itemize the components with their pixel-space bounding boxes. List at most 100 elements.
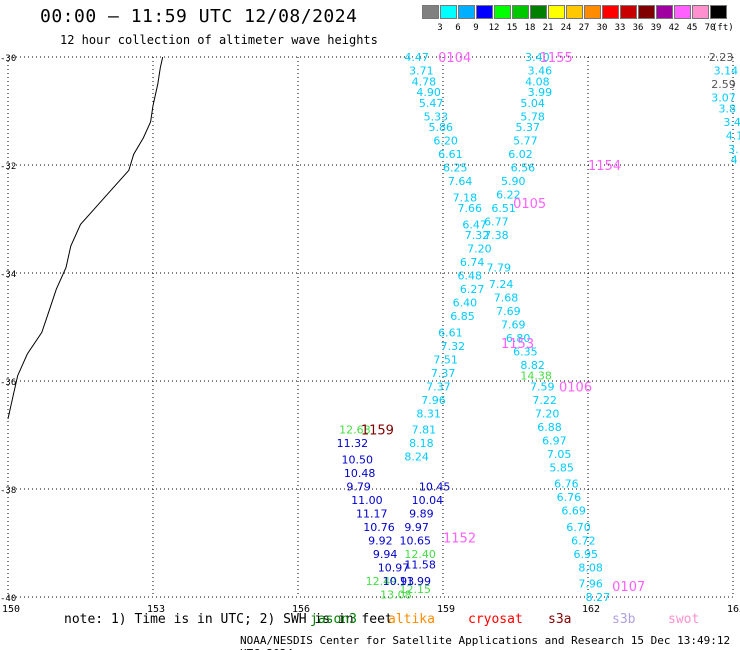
legend-s3a: s3a (548, 612, 572, 627)
legend-label: 3 (437, 23, 443, 33)
legend-swatch (656, 5, 673, 19)
footer-note: note: 1) Time is in UTC; 2) SWH is in fe… (64, 612, 393, 627)
wave-height-value: 12.40 (404, 548, 436, 561)
legend-label: 24 (560, 23, 572, 33)
wave-height-value: 8.27 (586, 591, 611, 604)
legend-label: 18 (524, 23, 536, 33)
wave-height-value: 6.88 (537, 421, 562, 434)
wave-height-value: 11.00 (351, 494, 383, 507)
legend-unit: (ft) (712, 23, 734, 33)
legend-swatch (548, 5, 565, 19)
wave-height-value: 6.70 (566, 521, 591, 534)
wave-height-value: 11.17 (356, 507, 388, 520)
wave-height-value: 9.97 (404, 521, 429, 534)
wave-height-value: 10.48 (344, 467, 376, 480)
wave-height-value: 7.20 (535, 407, 560, 420)
wave-height-value: 5.85 (549, 461, 574, 474)
lon-label: 150 (2, 604, 20, 615)
legend-label: 36 (632, 23, 644, 33)
legend-label: 21 (542, 23, 554, 33)
wave-height-value: 3.07 (711, 92, 736, 105)
wave-height-value: 6.56 (511, 162, 535, 175)
lon-label: 156 (292, 604, 310, 615)
legend-swatch (530, 5, 547, 19)
wave-height-value: 5.90 (501, 175, 526, 188)
legend-swatch (458, 5, 475, 19)
wave-height-value: 7.37 (426, 380, 451, 393)
wave-height-value: 10.65 (400, 534, 432, 547)
wave-height-value: 7.05 (547, 448, 572, 461)
legend-label: 9 (473, 23, 479, 33)
legend-s3b: s3b (612, 612, 636, 627)
wave-height-value: 8.08 (578, 561, 603, 574)
wave-height-value: 13.08 (380, 588, 412, 601)
wave-height-value: 2.23 (709, 51, 734, 64)
wave-height-value: 7.64 (448, 175, 473, 188)
wave-height-value: 3.46 (528, 65, 553, 78)
wave-height-value: 3.40 (525, 51, 550, 64)
wave-height-value: 6.72 (571, 534, 596, 547)
wave-height-value: 7.22 (532, 394, 557, 407)
pass-time-label: 0105 (513, 197, 546, 212)
pass-time-label: 0106 (559, 380, 592, 395)
legend-swatch (476, 5, 493, 19)
legend-label: 70 (704, 23, 716, 33)
wave-height-value: 7.18 (453, 191, 478, 204)
legend-label: 42 (668, 23, 680, 33)
wave-height-value: 12.15 (400, 583, 432, 596)
wave-height-value: 7.51 (433, 353, 458, 366)
legend-swatch (710, 5, 727, 19)
wave-height-value: 3. (728, 143, 739, 156)
legend-swatch (620, 5, 637, 19)
pass-time-label: 1152 (443, 532, 476, 547)
legend-swatch (566, 5, 583, 19)
legend-altika: altika (388, 612, 435, 627)
lon-label: 162 (582, 604, 600, 615)
pass-time-labels: 0104 1155 1154 0105 1153 0106 1159 1152 0107 (361, 51, 645, 595)
wave-height-value: 10.97 (378, 561, 410, 574)
wave-height-value: 6.76 (554, 478, 579, 491)
legend-cryosat: cryosat (468, 612, 523, 627)
lat-label: -32 (0, 162, 16, 172)
wave-height-value: 6.51 (491, 202, 516, 215)
wave-height-value: 10.76 (363, 521, 395, 534)
pass-time-label: 1155 (540, 51, 573, 66)
wave-height-value: 3.4 (723, 116, 740, 129)
legend-label: 45 (686, 23, 698, 33)
pass-time-label: 0104 (438, 51, 471, 66)
wave-height-value: 7.96 (421, 394, 446, 407)
lat-label: -38 (0, 486, 16, 496)
lat-label: -34 (0, 270, 16, 280)
wave-height-value: 10.45 (419, 480, 451, 493)
lat-label: -36 (0, 378, 16, 388)
wave-height-value: 5.47 (419, 97, 444, 110)
wave-height-value: 8.31 (416, 407, 441, 420)
wave-height-value: 11.99 (400, 575, 432, 588)
legend-swatch (512, 5, 529, 19)
australia-coastline (7, 56, 164, 419)
legend-swatch (440, 5, 457, 19)
legend-swatch (692, 5, 709, 19)
wave-height-value: 4.1 (726, 129, 740, 142)
legend-swatch (602, 5, 619, 19)
wave-height-value: 7.66 (458, 202, 483, 215)
wave-height-value: 12.49 (366, 575, 398, 588)
wave-height-value: 5.86 (429, 121, 454, 134)
legend-swot: swot (668, 612, 700, 627)
legend-swatch (584, 5, 601, 19)
wave-height-value: 6.40 (453, 297, 478, 310)
legend-label: 33 (614, 23, 626, 33)
legend-swatch (674, 5, 691, 19)
wave-height-value: 7.68 (494, 291, 519, 304)
wave-height-value: 6.47 (462, 218, 487, 231)
wave-height-value: 5.37 (516, 121, 541, 134)
wave-height-value: 6.02 (508, 148, 533, 161)
wave-height-value: 6.27 (460, 283, 485, 296)
wave-height-value: 3.8 (719, 102, 737, 115)
wave-height-value: 7.32 (465, 229, 490, 242)
wave-height-value: 7.32 (441, 340, 466, 353)
wave-height-value: 3.99 (528, 86, 553, 99)
wave-height-value: 8.24 (404, 451, 429, 464)
legend-label: 15 (506, 23, 518, 33)
